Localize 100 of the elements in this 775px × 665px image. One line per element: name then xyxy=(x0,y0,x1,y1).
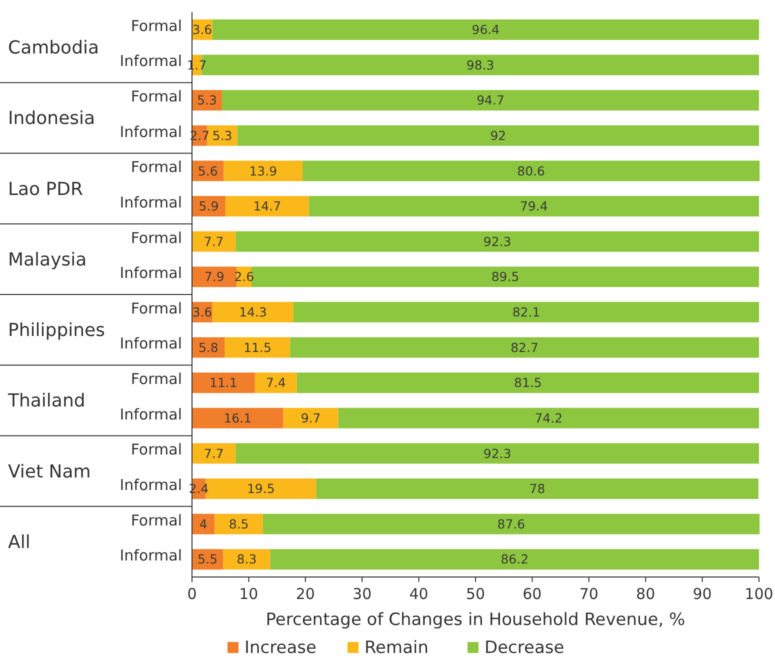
data-label: 82.1 xyxy=(512,304,540,320)
bar xyxy=(302,160,760,182)
data-label: 11.1 xyxy=(210,375,238,390)
text: Cambodia xyxy=(8,38,100,59)
y-tick-label: Informal xyxy=(120,52,182,70)
data-label: 7.9 xyxy=(204,269,224,284)
y-tick-label: Informal xyxy=(120,122,182,141)
bar xyxy=(283,408,338,428)
data-label: 5.5 xyxy=(198,552,218,567)
data-label: 8.3 xyxy=(236,552,257,567)
x-tick-label: 10 xyxy=(239,585,258,603)
data-label: 82.7 xyxy=(510,340,538,355)
data-label: 5.9 xyxy=(198,198,219,214)
y-tick-label: Formal xyxy=(130,16,182,35)
bar xyxy=(223,549,270,570)
x-tick-label: 70 xyxy=(579,585,598,603)
x-tick-label: 50 xyxy=(466,585,486,603)
data-label: 7.7 xyxy=(204,446,224,461)
data-label: 94.7 xyxy=(476,92,504,108)
bar xyxy=(212,302,294,322)
x-tick-label: 20 xyxy=(296,585,315,603)
data-label: 7.7 xyxy=(204,234,224,249)
y-tick-label: Formal xyxy=(130,88,182,106)
bar xyxy=(308,196,759,216)
bar xyxy=(252,266,759,288)
data-label: 89.5 xyxy=(491,269,520,284)
text: Malaysia xyxy=(8,249,87,270)
bar xyxy=(237,125,759,146)
x-tick-label: 90 xyxy=(692,585,712,603)
x-axis-title: Percentage of Changes in Household Revenue, % xyxy=(266,610,686,630)
y-tick-label: Informal xyxy=(120,193,182,212)
data-label: 5.6 xyxy=(198,163,218,178)
bar xyxy=(293,302,759,322)
bar xyxy=(296,372,759,394)
data-label: 5.3 xyxy=(197,92,217,108)
data-label: 86.2 xyxy=(500,552,529,567)
data-label: 79.4 xyxy=(520,198,548,214)
data-label: 78 xyxy=(529,481,546,496)
bar xyxy=(270,549,759,570)
x-tick-label: 0 xyxy=(187,585,197,603)
bar xyxy=(192,231,236,252)
bar xyxy=(290,337,759,358)
bar xyxy=(236,443,759,464)
data-label: 5.8 xyxy=(198,340,218,355)
data-label: 3.6 xyxy=(192,304,212,320)
data-label: 13.9 xyxy=(249,163,278,178)
text: Viet Nam xyxy=(8,461,91,482)
data-label: 92.3 xyxy=(483,234,512,249)
bar xyxy=(236,231,759,252)
y-tick-label: Formal xyxy=(130,440,182,459)
text: Philippines xyxy=(8,320,105,342)
y-tick-label: Formal xyxy=(130,511,182,530)
text: Lao PDR xyxy=(8,178,84,200)
data-label: 7.4 xyxy=(266,375,286,390)
bar xyxy=(214,514,263,534)
text: Thailand xyxy=(7,390,86,412)
text: Indonesia xyxy=(8,108,96,130)
text: All xyxy=(8,532,30,553)
bar xyxy=(192,408,284,428)
bar xyxy=(224,337,290,358)
x-tick-label: 60 xyxy=(522,585,542,603)
bar xyxy=(192,372,255,394)
x-tick-label: 30 xyxy=(352,585,372,603)
data-label: 4 xyxy=(199,516,208,532)
data-label: 14.3 xyxy=(239,304,267,320)
bar xyxy=(192,266,237,288)
bar xyxy=(338,408,759,428)
data-label: 5.3 xyxy=(212,128,232,143)
y-tick-label: Informal xyxy=(120,546,182,565)
data-label: 16.1 xyxy=(224,410,252,426)
y-tick-label: Formal xyxy=(130,228,182,247)
bar xyxy=(212,19,759,40)
y-tick-label: Informal xyxy=(120,264,182,282)
data-label: 92 xyxy=(490,128,506,143)
legend-label: Decrease xyxy=(484,638,564,658)
bar xyxy=(254,372,297,394)
y-tick-label: Informal xyxy=(120,334,182,353)
data-label: 3.6 xyxy=(192,22,212,38)
bar xyxy=(316,478,758,499)
bar xyxy=(192,514,215,534)
data-label: 74.2 xyxy=(534,410,563,426)
y-tick-label: Formal xyxy=(130,158,182,176)
x-tick-label: 40 xyxy=(409,585,428,603)
x-tick-label: 80 xyxy=(636,585,656,603)
bar xyxy=(224,160,303,182)
data-label: 11.5 xyxy=(244,340,272,355)
data-label: 81.5 xyxy=(514,375,542,390)
bar xyxy=(225,196,309,216)
y-tick-label: Informal xyxy=(120,476,182,494)
x-tick-label: 100 xyxy=(744,585,774,603)
data-label: 14.7 xyxy=(253,198,282,214)
legend-label: Remain xyxy=(364,638,428,658)
data-label: 9.7 xyxy=(300,410,321,426)
y-tick-label: Informal xyxy=(120,405,182,424)
data-label: 98.3 xyxy=(466,57,494,72)
y-tick-label: Formal xyxy=(130,370,182,388)
data-label: 80.6 xyxy=(517,163,546,178)
bar xyxy=(192,443,236,464)
legend-label: Increase xyxy=(244,638,316,658)
data-label: 19.5 xyxy=(246,481,275,496)
